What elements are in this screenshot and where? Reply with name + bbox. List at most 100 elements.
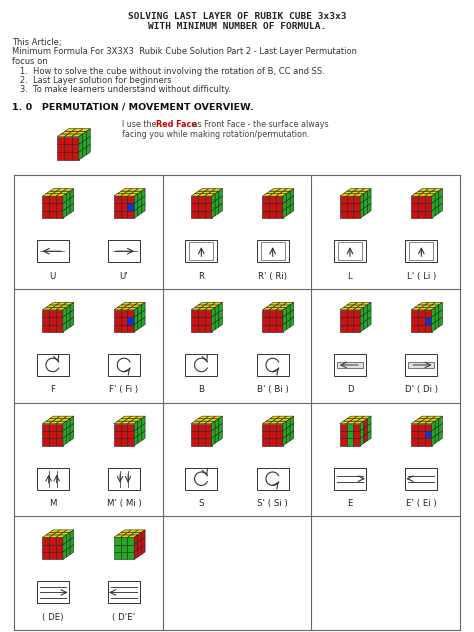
Polygon shape bbox=[367, 188, 371, 198]
Bar bbox=[340, 204, 346, 211]
Bar bbox=[411, 211, 418, 218]
Bar bbox=[64, 152, 72, 160]
Polygon shape bbox=[141, 317, 145, 327]
Polygon shape bbox=[138, 320, 141, 329]
Bar bbox=[205, 204, 211, 211]
Bar bbox=[114, 552, 120, 559]
Bar bbox=[346, 439, 354, 446]
Polygon shape bbox=[439, 310, 442, 320]
Polygon shape bbox=[134, 201, 138, 211]
Bar bbox=[354, 325, 360, 332]
Polygon shape bbox=[53, 532, 64, 535]
Polygon shape bbox=[286, 191, 290, 201]
Polygon shape bbox=[360, 322, 364, 332]
Polygon shape bbox=[56, 535, 66, 537]
Bar bbox=[425, 204, 431, 211]
Polygon shape bbox=[114, 193, 124, 196]
Bar bbox=[337, 362, 363, 368]
Text: D' ( Di ): D' ( Di ) bbox=[405, 386, 438, 394]
Bar bbox=[276, 439, 283, 446]
Bar bbox=[346, 431, 354, 439]
Polygon shape bbox=[344, 191, 354, 193]
Polygon shape bbox=[56, 421, 66, 423]
Polygon shape bbox=[344, 418, 354, 421]
Polygon shape bbox=[64, 188, 74, 191]
Polygon shape bbox=[131, 532, 141, 535]
Bar bbox=[43, 211, 49, 218]
Polygon shape bbox=[286, 305, 290, 315]
Bar bbox=[191, 325, 198, 332]
Bar bbox=[425, 310, 431, 317]
Bar bbox=[120, 431, 128, 439]
Polygon shape bbox=[428, 418, 439, 421]
Polygon shape bbox=[134, 322, 138, 332]
Bar bbox=[269, 310, 276, 317]
Polygon shape bbox=[364, 434, 367, 443]
Polygon shape bbox=[431, 322, 435, 332]
Polygon shape bbox=[435, 305, 439, 315]
Polygon shape bbox=[219, 302, 222, 312]
Polygon shape bbox=[346, 307, 357, 310]
Polygon shape bbox=[276, 416, 287, 418]
Polygon shape bbox=[431, 436, 435, 446]
Polygon shape bbox=[43, 193, 53, 196]
Bar bbox=[108, 240, 140, 262]
Polygon shape bbox=[211, 322, 215, 332]
Polygon shape bbox=[367, 423, 371, 434]
Bar bbox=[128, 537, 134, 545]
Polygon shape bbox=[215, 305, 219, 315]
Polygon shape bbox=[283, 428, 286, 439]
Polygon shape bbox=[134, 307, 138, 317]
Polygon shape bbox=[431, 307, 435, 317]
Polygon shape bbox=[435, 312, 439, 322]
Bar bbox=[114, 423, 120, 431]
Polygon shape bbox=[43, 421, 53, 423]
Bar bbox=[334, 354, 366, 376]
Polygon shape bbox=[263, 193, 273, 196]
Polygon shape bbox=[43, 535, 53, 537]
Bar bbox=[205, 439, 211, 446]
Bar bbox=[56, 545, 63, 552]
Polygon shape bbox=[432, 302, 442, 305]
Polygon shape bbox=[134, 436, 138, 446]
Bar bbox=[191, 423, 198, 431]
Polygon shape bbox=[276, 307, 286, 310]
Bar bbox=[128, 423, 134, 431]
Polygon shape bbox=[49, 535, 60, 537]
Polygon shape bbox=[65, 129, 76, 131]
Polygon shape bbox=[141, 302, 145, 312]
Polygon shape bbox=[425, 188, 436, 191]
Polygon shape bbox=[201, 418, 212, 421]
Polygon shape bbox=[138, 305, 141, 315]
Polygon shape bbox=[141, 310, 145, 320]
Bar bbox=[276, 310, 283, 317]
Polygon shape bbox=[63, 201, 66, 211]
Bar bbox=[114, 545, 120, 552]
Bar bbox=[425, 431, 431, 439]
Bar bbox=[57, 144, 64, 152]
Polygon shape bbox=[46, 305, 56, 307]
Polygon shape bbox=[280, 191, 290, 193]
Bar bbox=[269, 423, 276, 431]
Polygon shape bbox=[50, 416, 60, 418]
Polygon shape bbox=[205, 302, 216, 305]
Bar bbox=[405, 240, 438, 262]
Polygon shape bbox=[68, 131, 79, 134]
Polygon shape bbox=[364, 206, 367, 216]
Polygon shape bbox=[66, 532, 70, 542]
Bar bbox=[411, 325, 418, 332]
Polygon shape bbox=[198, 421, 209, 423]
Polygon shape bbox=[435, 198, 439, 209]
Bar bbox=[128, 317, 134, 325]
Bar bbox=[72, 137, 79, 144]
Polygon shape bbox=[191, 307, 201, 310]
Polygon shape bbox=[141, 423, 145, 434]
Polygon shape bbox=[46, 191, 56, 193]
Bar bbox=[354, 310, 360, 317]
Polygon shape bbox=[135, 530, 145, 532]
Polygon shape bbox=[211, 193, 215, 204]
Polygon shape bbox=[50, 188, 60, 191]
Polygon shape bbox=[141, 416, 145, 426]
Polygon shape bbox=[138, 198, 141, 209]
Bar bbox=[263, 431, 269, 439]
